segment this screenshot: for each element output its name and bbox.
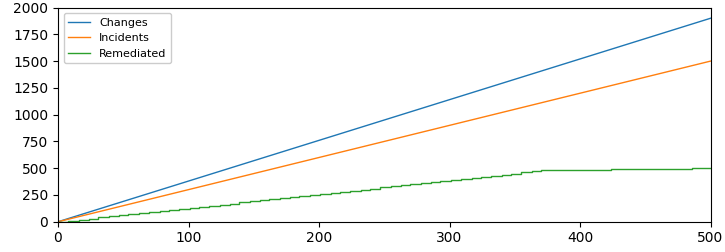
- Remediated: [474, 176, 483, 179]
- Incidents: [291, 162, 300, 165]
- Changes: [291, 146, 300, 149]
- Remediated: [481, 175, 490, 178]
- Remediated: [706, 167, 715, 170]
- Changes: [481, 87, 490, 90]
- Line: Remediated: Remediated: [58, 168, 710, 222]
- Changes: [243, 161, 252, 164]
- Changes: [706, 17, 715, 20]
- Changes: [215, 170, 224, 173]
- Changes: [474, 89, 483, 92]
- Incidents: [474, 117, 483, 120]
- Remediated: [291, 196, 300, 199]
- Incidents: [594, 87, 602, 90]
- Changes: [54, 220, 62, 223]
- Remediated: [243, 201, 252, 204]
- Line: Changes: Changes: [58, 18, 710, 222]
- Legend: Changes, Incidents, Remediated: Changes, Incidents, Remediated: [64, 13, 171, 63]
- Incidents: [706, 59, 715, 62]
- Incidents: [215, 180, 224, 183]
- Incidents: [243, 174, 252, 177]
- Incidents: [481, 115, 490, 118]
- Incidents: [54, 220, 62, 223]
- Remediated: [594, 168, 602, 171]
- Changes: [594, 52, 602, 55]
- Line: Incidents: Incidents: [58, 61, 710, 222]
- Remediated: [54, 220, 62, 223]
- Remediated: [215, 203, 224, 206]
